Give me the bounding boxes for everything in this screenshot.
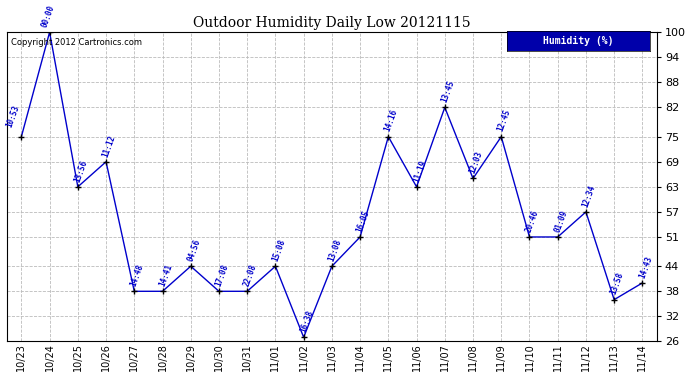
Text: 14:41: 14:41 (157, 263, 174, 288)
Text: 20:46: 20:46 (524, 209, 541, 234)
Text: 14:16: 14:16 (383, 108, 400, 133)
Text: 01:09: 01:09 (553, 209, 569, 234)
Text: 00:00: 00:00 (40, 4, 57, 29)
Text: 11:19: 11:19 (411, 159, 428, 183)
Text: 13:08: 13:08 (326, 238, 343, 263)
Text: 13:45: 13:45 (440, 79, 456, 104)
Text: 12:34: 12:34 (581, 184, 597, 209)
Text: 12:03: 12:03 (468, 150, 484, 175)
Text: 16:05: 16:05 (355, 209, 371, 234)
Text: 16:38: 16:38 (299, 309, 315, 334)
Text: 15:08: 15:08 (270, 238, 286, 263)
Text: 11:12: 11:12 (101, 134, 117, 158)
Text: 12:45: 12:45 (496, 108, 513, 133)
Text: 14:43: 14:43 (638, 255, 653, 279)
Text: 17:08: 17:08 (214, 263, 230, 288)
Text: 04:56: 04:56 (186, 238, 202, 263)
Text: Copyright 2012 Cartronics.com: Copyright 2012 Cartronics.com (10, 38, 141, 47)
Text: 13:56: 13:56 (72, 159, 89, 183)
Text: 13:58: 13:58 (609, 272, 625, 296)
Title: Outdoor Humidity Daily Low 20121115: Outdoor Humidity Daily Low 20121115 (193, 16, 471, 30)
Text: 10:53: 10:53 (5, 104, 21, 129)
Text: 22:08: 22:08 (242, 263, 258, 288)
Text: 14:48: 14:48 (129, 263, 146, 288)
